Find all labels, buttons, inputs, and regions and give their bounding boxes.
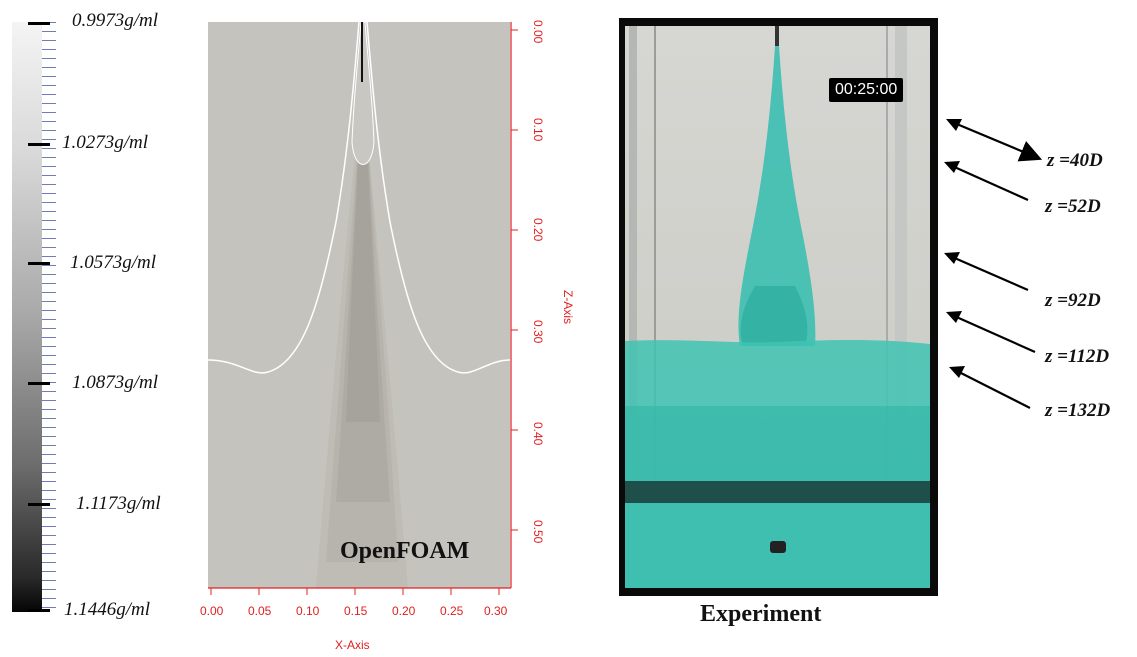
z-annotation: z =92D <box>1045 290 1101 311</box>
x-axis-tick-label: 0.05 <box>248 604 272 618</box>
colorbar-label: 1.0573g/ml <box>70 252 157 273</box>
density-contours <box>208 22 510 588</box>
colorbar-minor-ticks <box>42 22 56 612</box>
colorbar-major-tick <box>28 503 50 506</box>
x-axis-tick-label: 0.00 <box>200 604 224 618</box>
z-annotation: z =52D <box>1045 196 1101 217</box>
colorbar-major-tick <box>28 609 50 612</box>
z-annotation: z =112D <box>1045 346 1110 367</box>
colorbar-major-tick <box>28 382 50 385</box>
colorbar-label: 1.1173g/ml <box>76 493 161 514</box>
dye-plume-illustration <box>625 26 930 588</box>
x-axis-tick-label: 0.25 <box>440 604 464 618</box>
colorbar-major-tick <box>28 262 50 265</box>
x-axis-title: X-Axis <box>335 638 370 652</box>
x-axis-tick-label: 0.30 <box>484 604 508 618</box>
experiment-photo <box>625 26 930 588</box>
openfoam-title: OpenFOAM <box>340 538 470 564</box>
x-axis-tick-label: 0.15 <box>344 604 368 618</box>
colorbar-major-tick <box>28 22 50 25</box>
video-timestamp: 00:25:00 <box>829 78 904 102</box>
density-colorbar <box>12 22 42 612</box>
colorbar-label: 1.0273g/ml <box>62 132 149 153</box>
colorbar-label: 1.1446g/ml <box>64 599 151 620</box>
colorbar-major-tick <box>28 143 50 146</box>
z-annotation: z =40D <box>1047 150 1103 171</box>
z-annotation: z =132D <box>1045 400 1111 421</box>
experiment-title: Experiment <box>700 601 822 627</box>
colorbar-label: 1.0873g/ml <box>72 372 159 393</box>
colorbar-label: 0.9973g/ml <box>72 10 159 31</box>
openfoam-density-field <box>208 22 510 588</box>
x-axis-tick-label: 0.10 <box>296 604 320 618</box>
x-axis-tick-label: 0.20 <box>392 604 416 618</box>
